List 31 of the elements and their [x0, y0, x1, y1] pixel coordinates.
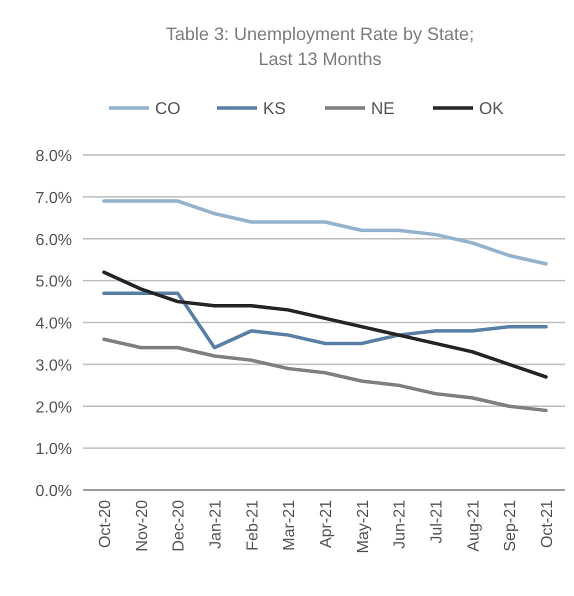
line-series: [102, 338, 548, 412]
x-tick-label: Apr-21: [318, 500, 335, 548]
y-tick-label: 5.0%: [36, 274, 72, 291]
x-tick-label: Nov-20: [134, 500, 151, 552]
y-tick-label: 2.0%: [36, 399, 72, 416]
y-tick-label: 6.0%: [36, 232, 72, 249]
chart-title: Table 3: Unemployment Rate by State; Last 13 Months: [166, 24, 474, 69]
legend-label: OK: [479, 99, 504, 118]
x-tick-label: Oct-20: [97, 500, 114, 548]
legend-label: NE: [371, 99, 395, 118]
legend-label: KS: [263, 99, 286, 118]
y-tick-label: 0.0%: [36, 483, 72, 500]
y-tick-label: 1.0%: [36, 441, 72, 458]
x-tick-label: May-21: [354, 500, 372, 554]
x-tick-label: Jan-21: [208, 500, 224, 549]
legend-label: CO: [155, 99, 180, 118]
line-series: [102, 270, 548, 379]
y-tick-label: 7.0%: [36, 190, 72, 207]
x-tick-label: Oct-21: [539, 500, 556, 548]
x-tick-label: Jul-21: [428, 500, 446, 544]
y-tick-label: 3.0%: [36, 357, 72, 374]
x-tick-label: Sep-21: [502, 500, 520, 552]
x-tick-label: Feb-21: [244, 500, 262, 551]
x-tick-label: Mar-21: [281, 500, 298, 551]
line-series: [102, 199, 548, 266]
x-tick-label: Dec-20: [170, 500, 188, 552]
line-series: [102, 291, 548, 350]
x-tick-label: Aug-21: [465, 500, 482, 552]
x-tick-label: Jun-21: [392, 500, 409, 549]
y-tick-label: 4.0%: [36, 316, 72, 332]
y-tick-label: 8.0%: [36, 148, 72, 165]
